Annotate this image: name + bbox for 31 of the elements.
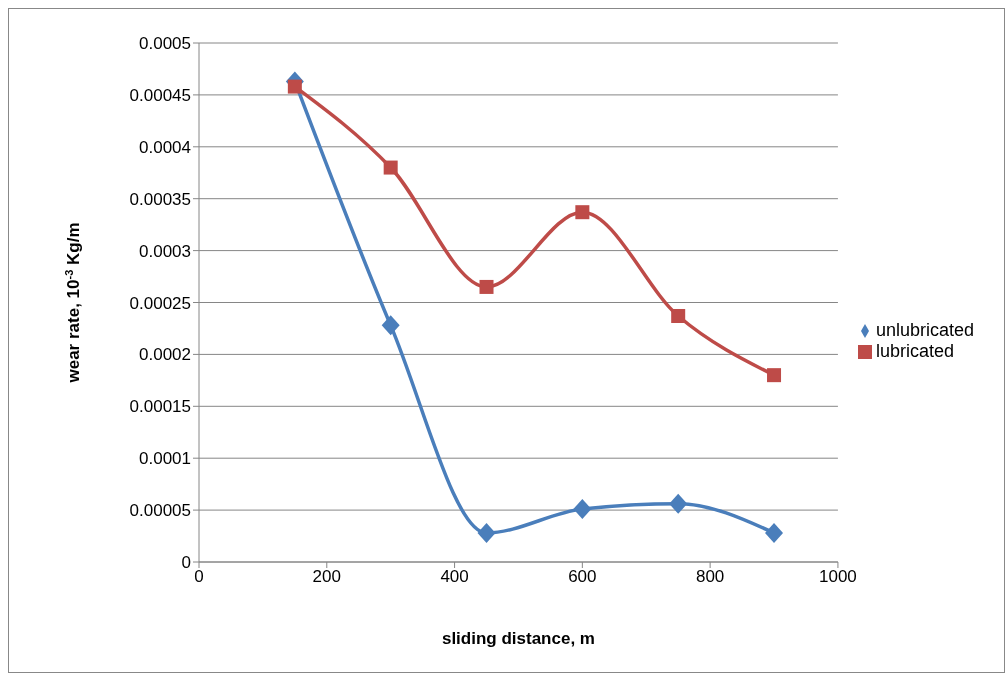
y-tick-label: 0.0004	[139, 137, 191, 157]
point	[765, 522, 784, 543]
point	[383, 160, 398, 175]
y-tick-label: 0.0001	[139, 449, 191, 469]
x-tick-label: 400	[440, 567, 469, 587]
y-tick-label: 0.00035	[129, 189, 191, 209]
point	[767, 368, 782, 383]
y-tick-label: 0.00045	[129, 85, 191, 105]
point	[671, 308, 686, 323]
y-tick-label: 0.0003	[139, 241, 191, 261]
point	[669, 493, 688, 514]
x-tick-label: 1000	[819, 567, 857, 587]
legend-label: lubricated	[875, 340, 954, 361]
x-tick-label: 200	[312, 567, 341, 587]
point	[575, 205, 590, 220]
point	[287, 79, 302, 94]
x-tick-label: 800	[695, 567, 725, 587]
y-tick-label: 0.0002	[139, 345, 191, 365]
x-tick-label: 0	[194, 567, 204, 587]
x-tick-label: 600	[568, 567, 597, 587]
y-tick-label: 0.00025	[129, 293, 191, 313]
y-tick-label: 0.00015	[129, 397, 191, 417]
point	[479, 279, 494, 294]
y-tick-label: 0.00005	[129, 501, 191, 521]
point	[573, 499, 592, 520]
y-tick-label: 0	[181, 553, 191, 573]
legend-label: unlubricated	[875, 319, 974, 340]
point	[477, 522, 496, 543]
point	[381, 315, 400, 336]
y-tick-label: 0.0005	[139, 34, 191, 54]
x-axis-title: sliding distance, m	[441, 629, 595, 648]
